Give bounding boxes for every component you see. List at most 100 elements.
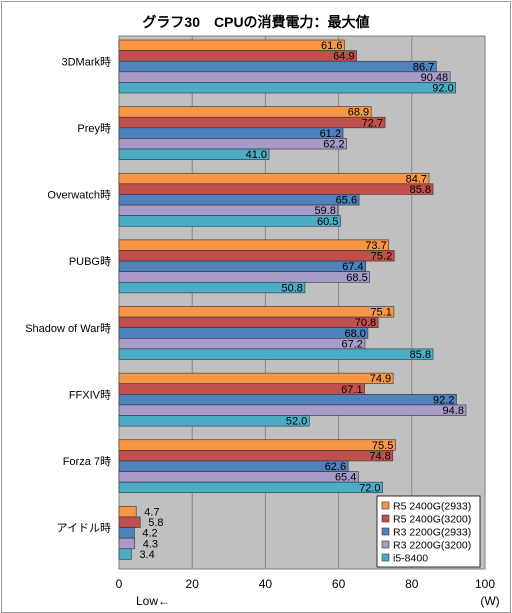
category-label: Shadow of War時: [25, 322, 111, 335]
value-label: 72.0: [359, 482, 380, 494]
bar: [118, 106, 372, 118]
value-label: 62.2: [323, 139, 344, 151]
bar: [118, 471, 359, 483]
legend-label: R5 2400G(2933): [393, 501, 471, 513]
value-label: 68.5: [346, 272, 367, 284]
value-label: 67.2: [342, 338, 363, 350]
bar: [118, 116, 386, 129]
value-label: 61.2: [320, 128, 341, 140]
bar: [118, 527, 135, 539]
x-tick-label: 0: [116, 577, 123, 591]
bar: [118, 215, 341, 227]
category-label: アイドル時: [57, 522, 111, 535]
legend-label: R3 2200G(3200): [393, 540, 471, 552]
value-label: 62.6: [325, 461, 346, 473]
bar: [118, 372, 394, 385]
category-labels: 3DMark時 Prey時 Overwatch時 PUBG時 Shadow of War…: [25, 55, 111, 534]
bar: [118, 337, 366, 350]
value-label: 60.5: [317, 216, 338, 228]
bar-layer: [118, 39, 467, 560]
value-label: 74.8: [369, 450, 390, 462]
bar: [118, 250, 395, 262]
bar: [118, 183, 434, 195]
bar: [118, 50, 357, 62]
bar: [118, 204, 339, 216]
bar: [118, 172, 430, 185]
bar: [118, 460, 349, 472]
value-label: 61.6: [321, 40, 342, 52]
value-label: 75.5: [372, 440, 393, 452]
x-tick-label: 80: [405, 577, 419, 591]
bar: [118, 516, 141, 528]
bar: [118, 39, 345, 51]
value-label: 52.0: [286, 416, 307, 428]
value-label: 4.3: [143, 538, 158, 550]
bar: [118, 71, 451, 83]
value-label: 94.8: [443, 405, 464, 417]
x-tick-label: 40: [259, 577, 273, 591]
legend-swatch: [381, 514, 390, 523]
value-label: 74.9: [370, 373, 391, 385]
bar: [118, 506, 137, 518]
bar: [118, 383, 365, 395]
value-label: 65.6: [336, 195, 357, 207]
value-label: 4.2: [142, 528, 157, 540]
bar: [118, 481, 383, 494]
bar: [118, 404, 467, 416]
bar: [118, 316, 379, 329]
value-label: 70.8: [355, 317, 376, 329]
bar: [118, 537, 136, 550]
value-label: 92.0: [432, 83, 453, 95]
value-label: 75.2: [371, 251, 392, 263]
x-tick-label: 60: [332, 577, 346, 591]
category-label: PUBG時: [69, 255, 111, 268]
bar: [118, 327, 369, 339]
category-label: Prey時: [77, 122, 111, 135]
value-label: 68.9: [348, 107, 369, 119]
bar: [118, 127, 344, 139]
bar: [118, 60, 437, 73]
value-label: 84.7: [406, 173, 427, 185]
value-label: 4.7: [144, 506, 159, 518]
bar: [118, 148, 270, 160]
value-label: 65.4: [335, 472, 356, 484]
legend-swatch: [381, 540, 390, 549]
legend-label: i5-8400: [393, 553, 428, 565]
bar: [118, 194, 360, 206]
bar: [118, 271, 371, 283]
value-label: 90.48: [421, 72, 449, 84]
legend-label: R5 2400G(3200): [393, 514, 471, 526]
bar: [118, 281, 306, 294]
bar: [118, 306, 395, 318]
legend: R5 2400G(2933)R5 2400G(3200)R3 2200G(293…: [376, 495, 481, 568]
bar: [118, 415, 310, 427]
value-label: 41.0: [246, 149, 267, 161]
value-label: 73.7: [365, 240, 386, 252]
x-tick-labels: 0 20 40 60 80 100: [116, 577, 496, 591]
bar: [118, 138, 347, 150]
x-tick-label: 100: [475, 577, 495, 591]
value-label: 86.7: [413, 61, 434, 73]
value-label: 72.7: [362, 117, 383, 129]
bar: [118, 394, 457, 406]
value-label: 5.8: [148, 517, 163, 529]
value-label: 75.1: [370, 307, 391, 319]
value-label: 67.1: [341, 384, 362, 396]
x-axis-unit: (W): [480, 594, 499, 608]
legend-label: R3 2200G(2933): [393, 527, 471, 539]
legend-swatch: [381, 553, 390, 562]
value-label: 85.8: [410, 184, 431, 196]
value-label: 64.9: [333, 51, 354, 63]
x-tick-label: 20: [186, 577, 200, 591]
category-label: 3DMark時: [61, 55, 111, 68]
category-label: FFXIV時: [69, 388, 111, 401]
bar: [118, 439, 396, 451]
bar: [118, 82, 457, 94]
legend-swatch: [381, 527, 390, 536]
legend-swatch: [381, 501, 390, 510]
chart-title: グラフ30 CPUの消費電力：最大値: [142, 14, 369, 30]
legend-box: [376, 495, 481, 568]
bar: [118, 260, 366, 272]
